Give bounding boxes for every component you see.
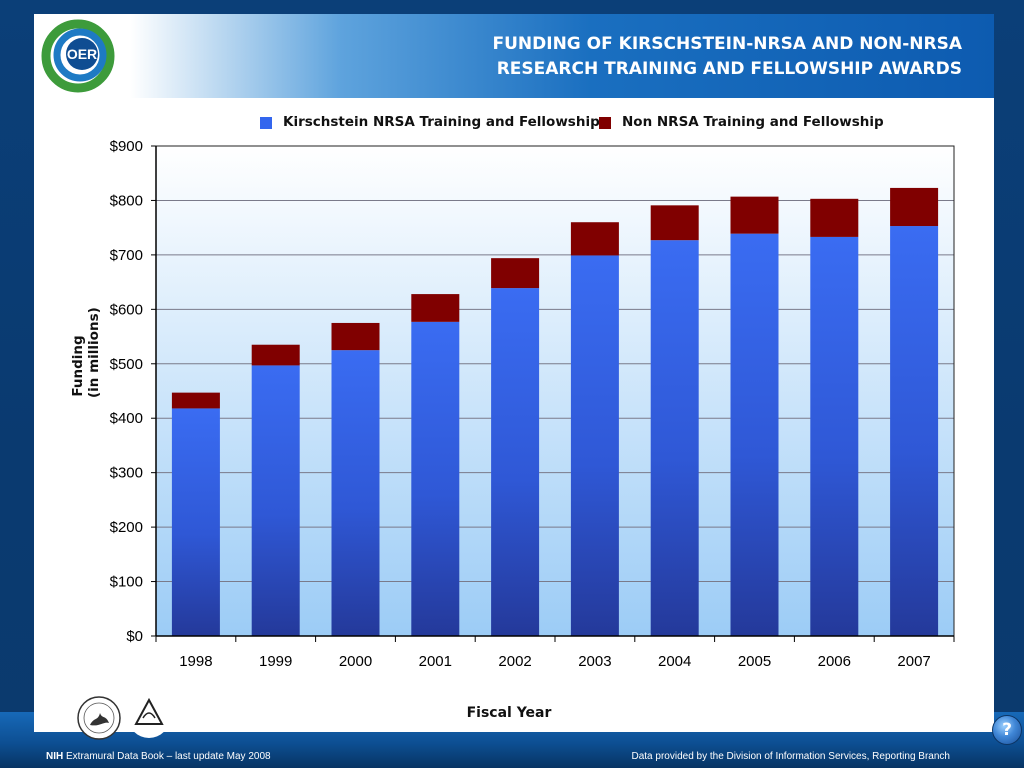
legend-label-nrsa: Kirschstein NRSA Training and Fellowship [283, 114, 600, 130]
bar-non-nrsa [890, 187, 939, 227]
bar-nrsa [331, 350, 380, 636]
hhs-seal-icon [77, 696, 121, 740]
x-tick-label: 1999 [259, 653, 292, 670]
x-tick-label: 2000 [339, 653, 372, 670]
bar-nrsa [890, 226, 939, 637]
bar-nrsa [251, 365, 300, 636]
help-button[interactable]: ? [992, 715, 1022, 745]
title-line-1: FUNDING OF KIRSCHSTEIN-NRSA AND NON-NRSA [492, 34, 963, 54]
bar-nrsa [810, 236, 859, 636]
bar-non-nrsa [570, 222, 619, 256]
legend-swatch-nrsa [260, 117, 272, 129]
x-tick-label: 2001 [419, 653, 452, 670]
legend-label-non-nrsa: Non NRSA Training and Fellowship [622, 114, 884, 130]
bar-nrsa [171, 408, 220, 636]
y-tick-label: $0 [126, 628, 143, 645]
bar-non-nrsa [411, 294, 460, 322]
bar-nrsa [730, 233, 779, 636]
nih-seal-icon [128, 696, 170, 738]
bar-non-nrsa [251, 344, 300, 366]
y-tick-label: $900 [110, 138, 143, 155]
footer-agency: NIH [46, 751, 64, 762]
footer-left: NIH Extramural Data Book – last update M… [46, 751, 271, 762]
bar-non-nrsa [810, 198, 859, 237]
x-tick-label: 1998 [179, 653, 212, 670]
x-tick-label: 2006 [818, 653, 851, 670]
x-tick-label: 2005 [738, 653, 771, 670]
x-tick-label: 2007 [897, 653, 930, 670]
y-tick-label: $200 [110, 519, 143, 536]
x-tick-label: 2003 [578, 653, 611, 670]
footer-left-text: Extramural Data Book – last update May 2… [63, 751, 271, 762]
page-title: FUNDING OF KIRSCHSTEIN-NRSA AND NON-NRSA… [362, 32, 963, 82]
y-tick-label: $100 [110, 574, 143, 591]
bar-non-nrsa [491, 258, 540, 289]
header-band: OER FUNDING OF KIRSCHSTEIN-NRSA AND NON-… [34, 14, 994, 98]
y-tick-label: $300 [110, 465, 143, 482]
title-line-2: RESEARCH TRAINING AND FELLOWSHIP AWARDS [496, 59, 962, 79]
y-tick-label: $800 [110, 192, 143, 209]
bar-nrsa [491, 288, 540, 636]
bar-non-nrsa [650, 205, 699, 241]
footer-right: Data provided by the Division of Informa… [631, 751, 951, 762]
x-tick-label: 2004 [658, 653, 691, 670]
bar-nrsa [411, 321, 460, 636]
bar-non-nrsa [730, 196, 779, 234]
x-tick-label: 2002 [498, 653, 531, 670]
logo-text: OER [67, 46, 97, 62]
y-tick-label: $600 [110, 301, 143, 318]
bar-non-nrsa [171, 392, 220, 409]
legend-swatch-non-nrsa [599, 117, 611, 129]
y-tick-label: $500 [110, 356, 143, 373]
bar-nrsa [570, 255, 619, 636]
y-tick-label: $400 [110, 410, 143, 427]
oer-logo: OER [41, 19, 115, 93]
x-axis-label: Fiscal Year [466, 705, 552, 721]
y-tick-label: $700 [110, 247, 143, 264]
bar-nrsa [650, 240, 699, 636]
bar-non-nrsa [331, 322, 380, 351]
